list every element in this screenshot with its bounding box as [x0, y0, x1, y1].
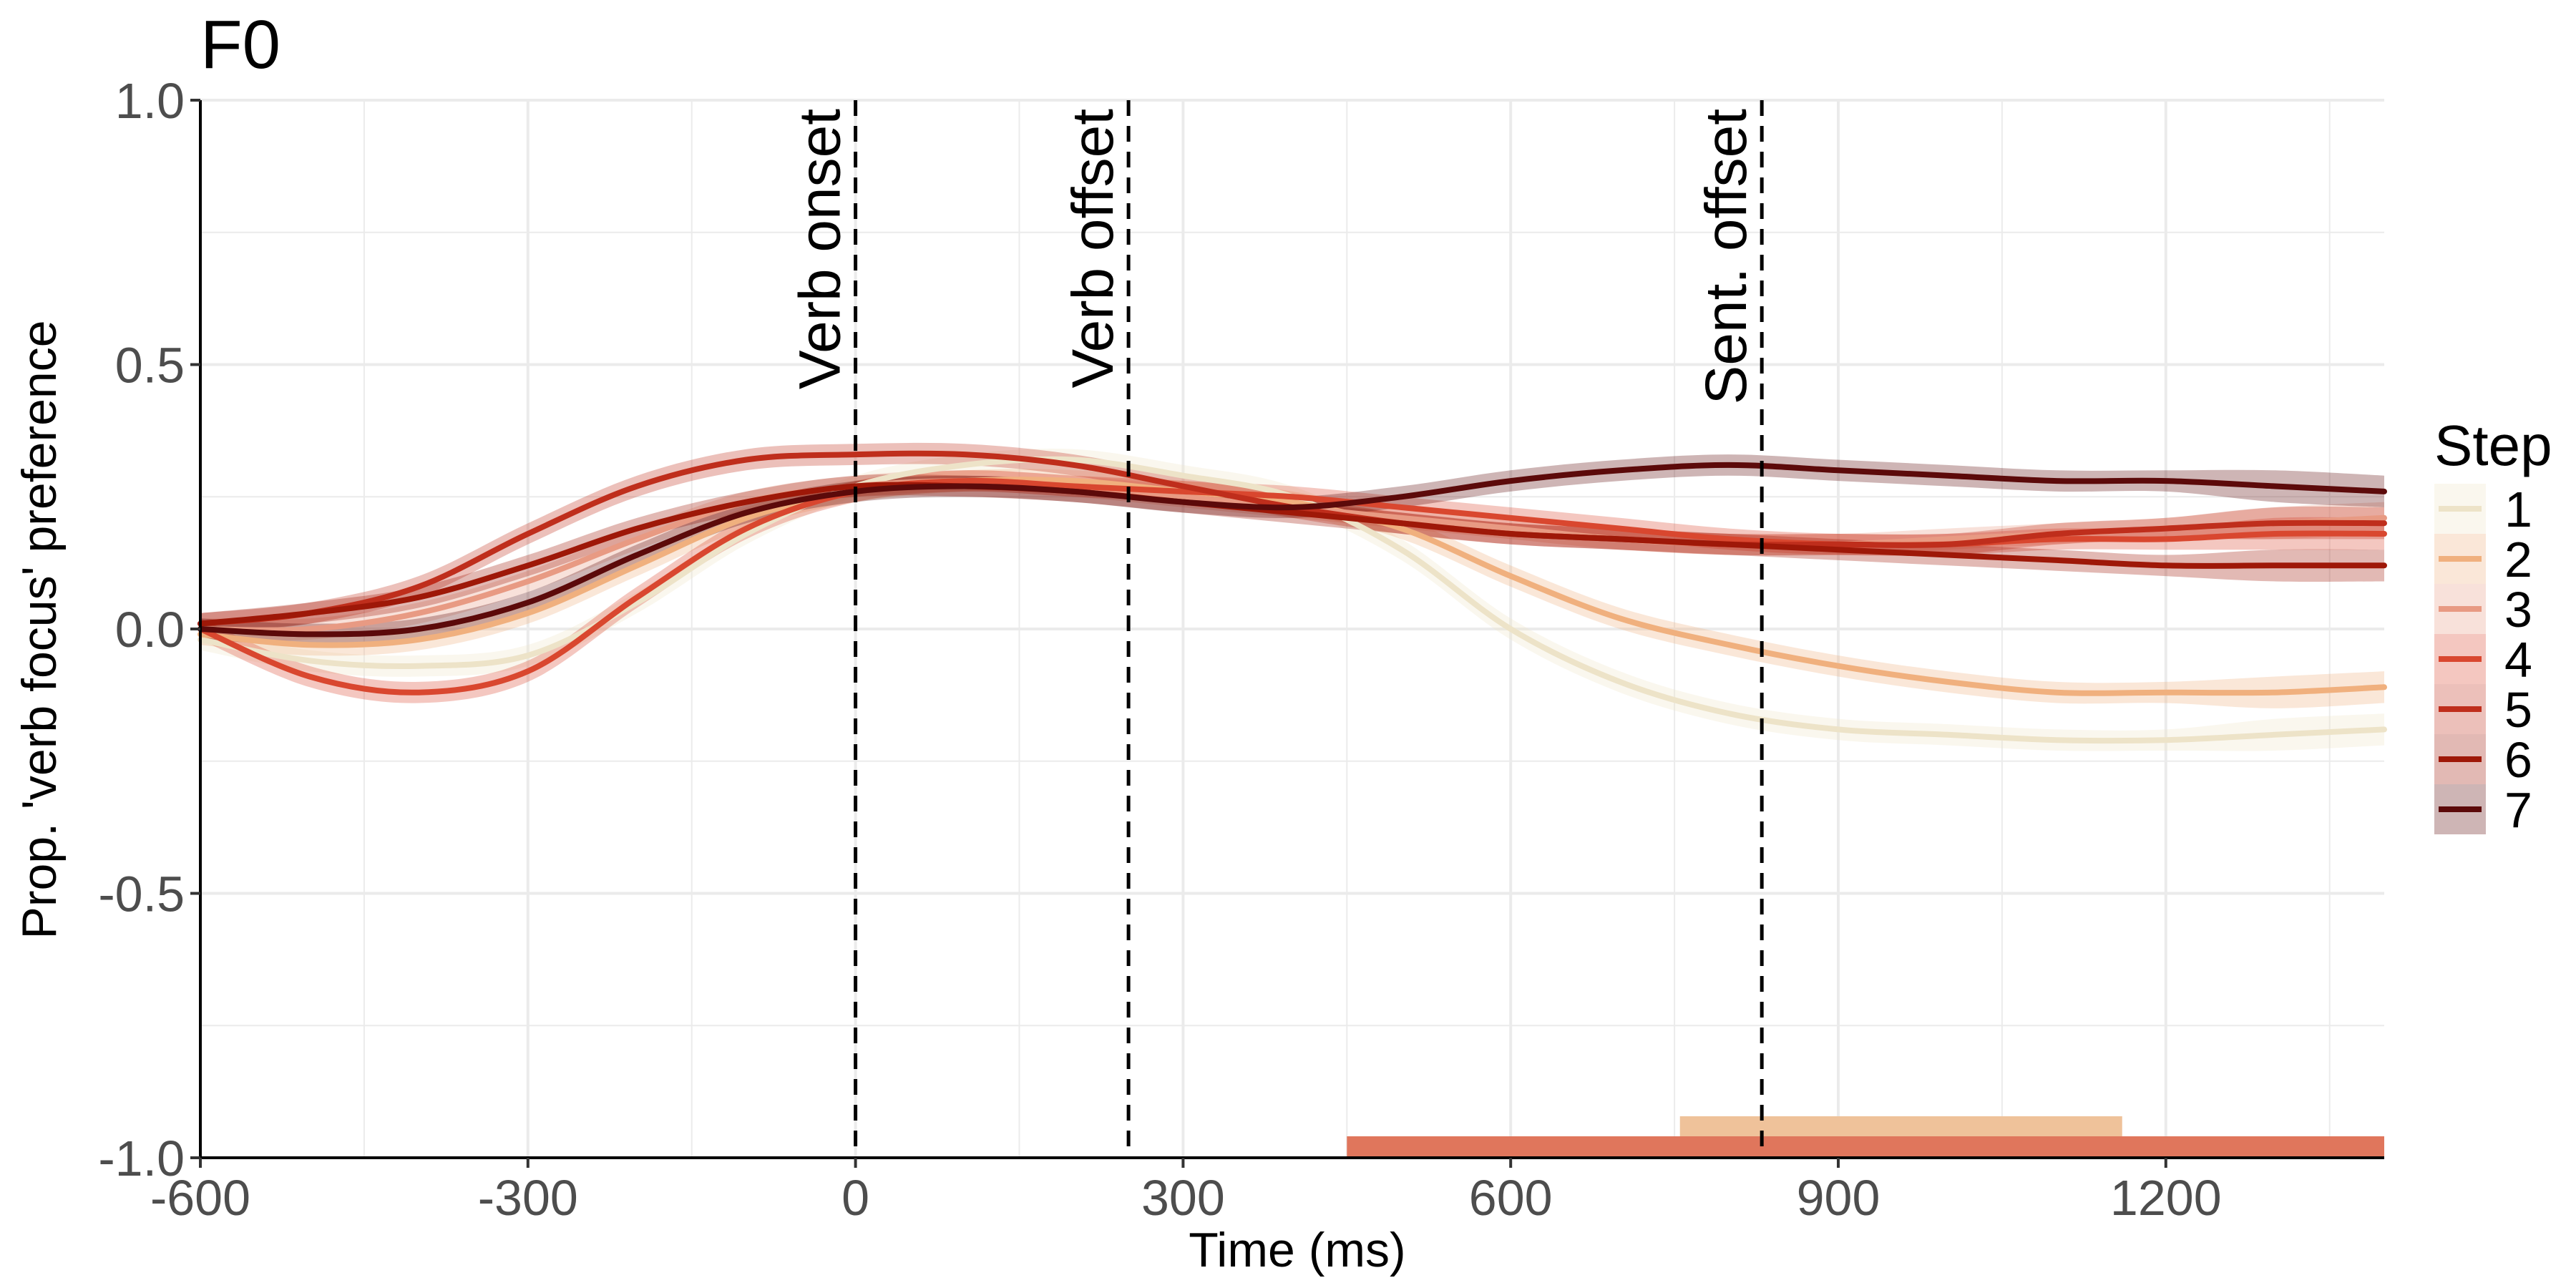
event-label-1: Verb offset: [1060, 109, 1126, 389]
x-tick-label: 1200: [2110, 1170, 2222, 1226]
legend-label-step-2: 2: [2504, 532, 2532, 587]
legend-label-step-3: 3: [2504, 582, 2532, 638]
y-tick-label: 0.5: [115, 338, 185, 394]
legend-label-step-1: 1: [2504, 482, 2532, 537]
significance-bar-step-4: [1347, 1136, 2384, 1158]
x-tick-label: 0: [841, 1170, 869, 1226]
legend-title: Step: [2434, 414, 2552, 477]
line-step-4: [197, 477, 2387, 696]
legend-label-step-4: 4: [2504, 632, 2532, 688]
line-step-2: [197, 477, 2387, 696]
ci-band-step-1: [200, 448, 2384, 751]
line-step-7: [197, 462, 2387, 638]
x-tick-label: -300: [478, 1170, 578, 1226]
y-tick-labels: -1.0 -0.5 0.0 0.5 1.0: [98, 73, 185, 1186]
y-tick-label: -0.5: [98, 867, 185, 922]
significance-bar-step-2: [1679, 1116, 2122, 1138]
axes: [190, 99, 2384, 1168]
plot-title: F0: [200, 6, 280, 83]
ci-band-step-2: [200, 469, 2384, 708]
x-axis-title: Time (ms): [1189, 1223, 1405, 1277]
x-tick-label: -600: [150, 1170, 250, 1226]
legend-label-step-6: 6: [2504, 732, 2532, 788]
series-lines: [197, 450, 2387, 744]
x-tick-labels: -600 -300 0 300 600 900 1200: [150, 1170, 2222, 1226]
significance-bars: [1347, 1116, 2384, 1158]
y-tick-label: 0.0: [115, 602, 185, 658]
x-tick-label: 600: [1469, 1170, 1553, 1226]
legend-label-step-5: 5: [2504, 682, 2532, 738]
y-tick-label: -1.0: [98, 1131, 185, 1186]
x-tick-label: 900: [1797, 1170, 1880, 1226]
event-label-0: Verb onset: [788, 109, 853, 389]
event-markers: Verb onset Verb offset Sent. offset: [788, 100, 1764, 1158]
legend-label-step-7: 7: [2504, 782, 2532, 838]
y-axis-title: Prop. 'verb focus' preference: [12, 320, 67, 939]
y-tick-label: 1.0: [115, 73, 185, 129]
grid: [199, 99, 2384, 1159]
event-label-2: Sent. offset: [1694, 109, 1759, 405]
x-tick-label: 300: [1141, 1170, 1225, 1226]
line-step-6: [197, 482, 2387, 627]
